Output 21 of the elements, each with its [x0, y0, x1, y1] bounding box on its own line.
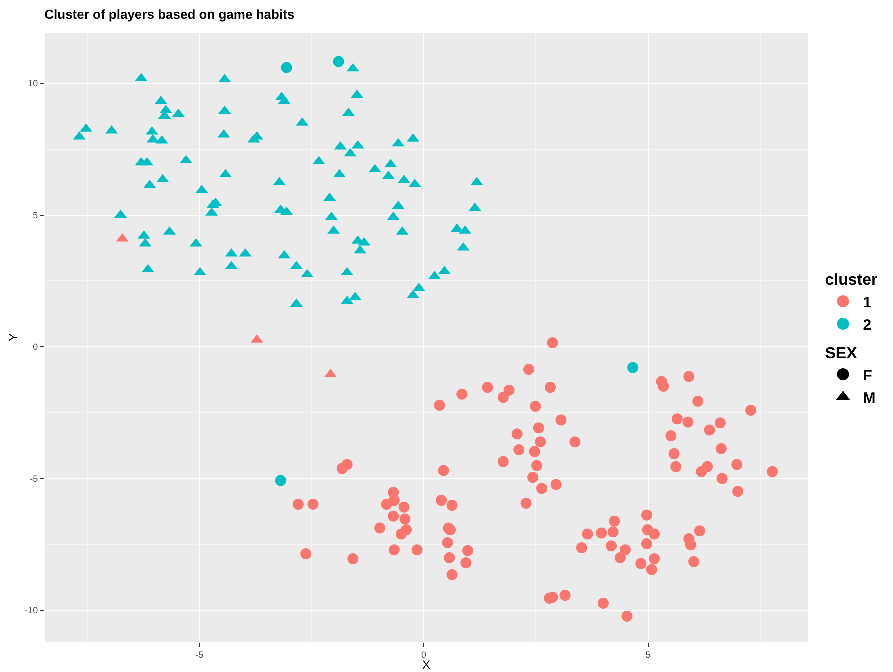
y-tick-label: 5: [33, 210, 38, 220]
point: [275, 475, 286, 486]
y-tick-label: 0: [33, 342, 38, 352]
y-tick-label: -10: [25, 606, 38, 616]
legend-label: F: [863, 367, 872, 384]
x-tick-label: 5: [646, 650, 651, 660]
x-tick-label: -5: [196, 650, 204, 660]
x-axis-title: X: [422, 658, 431, 672]
y-tick-label: -5: [30, 474, 38, 484]
y-axis-title: Y: [6, 333, 20, 342]
text: cluster: [825, 272, 878, 290]
x-tick-label: 0: [422, 650, 427, 660]
point: [333, 56, 344, 68]
chart-title: Cluster of players based on game habits: [44, 7, 295, 22]
legend-label: M: [863, 390, 876, 407]
y-tick-label: 10: [28, 78, 38, 89]
legend-label: 2: [863, 316, 872, 334]
text: SEX: [825, 345, 858, 362]
legend-label: 1: [863, 294, 872, 312]
point: [628, 362, 639, 374]
point: [281, 62, 292, 74]
